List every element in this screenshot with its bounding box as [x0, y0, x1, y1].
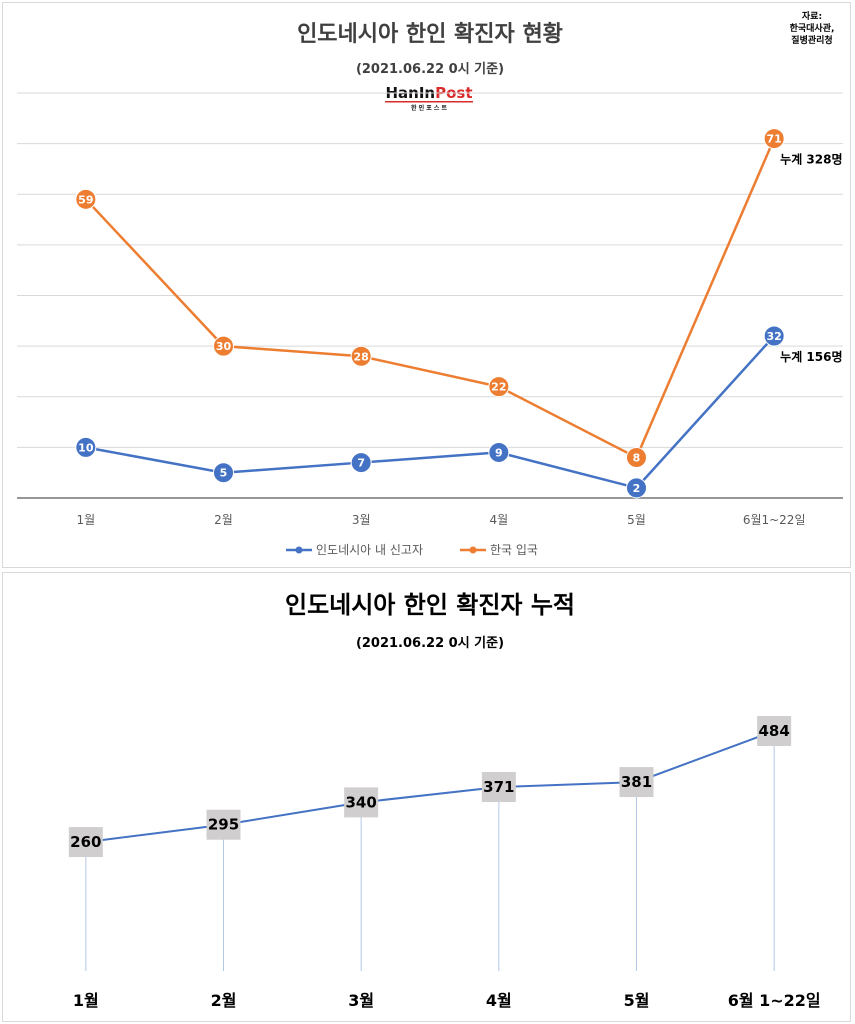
chart-panel-cumulative: 인도네시아 한인 확진자 누적 (2021.06.22 0시 기준) 260 29…	[2, 572, 851, 1022]
data-point	[763, 128, 785, 150]
x-tick-label: 6월 1~22일	[728, 991, 821, 1010]
logo-subtext: 한 인 포 스 트	[411, 104, 447, 112]
cumulative-line-chart: 인도네시아 한인 확진자 누적 (2021.06.22 0시 기준) 260 29…	[68, 591, 821, 1010]
series-total-label: 누계 156명	[780, 349, 842, 364]
data-point	[213, 462, 234, 484]
data-point	[350, 452, 372, 474]
x-tick-label: 2월	[211, 991, 237, 1010]
data-label-box	[206, 809, 241, 840]
data-point	[488, 441, 510, 463]
x-tick-label: 4월	[489, 513, 508, 527]
data-label: 484	[759, 722, 790, 740]
data-label: 7	[357, 457, 365, 470]
data-label: 5	[220, 467, 228, 480]
legend-entry: 인도네시아 내 신고자	[316, 543, 423, 557]
status-line-chart: 인도네시아 한인 확진자 현황 (2021.06.22 0시 기준) 자료: 한…	[17, 10, 843, 557]
data-point	[75, 436, 97, 458]
data-label: 295	[208, 816, 239, 834]
x-tick-label: 1월	[73, 991, 99, 1010]
data-label: 28	[354, 350, 369, 363]
data-point	[488, 376, 510, 398]
data-label: 32	[767, 330, 782, 343]
data-label-box	[757, 716, 792, 746]
data-point	[763, 325, 785, 347]
data-label: 340	[346, 793, 377, 811]
data-point	[626, 447, 647, 468]
series-total-label: 누계 328명	[780, 152, 842, 167]
series-line-0	[85, 335, 776, 490]
data-label: 260	[70, 833, 101, 851]
data-label: 22	[491, 381, 506, 394]
data-label: 30	[216, 340, 232, 353]
data-label: 8	[633, 452, 641, 465]
source-line-2: 질병관리청	[791, 34, 832, 46]
x-tick-label: 3월	[352, 513, 371, 527]
data-label: 59	[78, 193, 93, 206]
chart1-legend: 인도네시아 내 신고자 한국 입국	[286, 543, 538, 557]
chart2-subtitle: (2021.06.22 0시 기준)	[356, 636, 504, 651]
cumulative-series-line	[85, 730, 775, 844]
legend-swatch-marker	[469, 546, 477, 554]
data-point	[350, 345, 372, 367]
hanin-post-logo: HanInPost 한 인 포 스 트	[385, 84, 473, 112]
chart1-title: 인도네시아 한인 확진자 현황	[297, 22, 563, 47]
x-tick-label: 4월	[486, 991, 512, 1010]
x-tick-label: 5월	[624, 991, 650, 1010]
chart1-subtitle: (2021.06.22 0시 기준)	[356, 62, 504, 77]
legend-entry: 한국 입국	[490, 543, 538, 557]
chart-panel-status: 인도네시아 한인 확진자 현황 (2021.06.22 0시 기준) 자료: 한…	[2, 2, 851, 568]
data-label-box	[68, 827, 103, 858]
series-line-1	[84, 138, 776, 460]
chart2-title: 인도네시아 한인 확진자 누적	[285, 591, 575, 619]
data-label: 9	[495, 446, 503, 459]
x-tick-label: 5월	[627, 513, 646, 527]
data-label-box	[481, 772, 516, 803]
data-point	[75, 188, 97, 210]
logo-underline	[385, 101, 473, 103]
data-label-box	[619, 767, 654, 798]
source-line-1: 한국대사관,	[790, 22, 835, 34]
x-tick-label: 3월	[348, 991, 374, 1010]
source-label: 자료:	[802, 10, 822, 22]
data-point	[213, 335, 234, 357]
data-label-box	[344, 787, 379, 818]
x-tick-label: 6월1~22일	[743, 513, 806, 527]
x-tick-label: 1월	[76, 513, 95, 527]
data-point	[626, 477, 647, 499]
x-tick-label: 2월	[214, 513, 233, 527]
data-label: 381	[621, 773, 652, 791]
data-label: 2	[633, 482, 641, 495]
legend-swatch-marker	[295, 546, 303, 554]
data-label: 371	[483, 778, 514, 796]
data-label: 71	[767, 133, 782, 146]
data-label: 10	[78, 441, 94, 454]
